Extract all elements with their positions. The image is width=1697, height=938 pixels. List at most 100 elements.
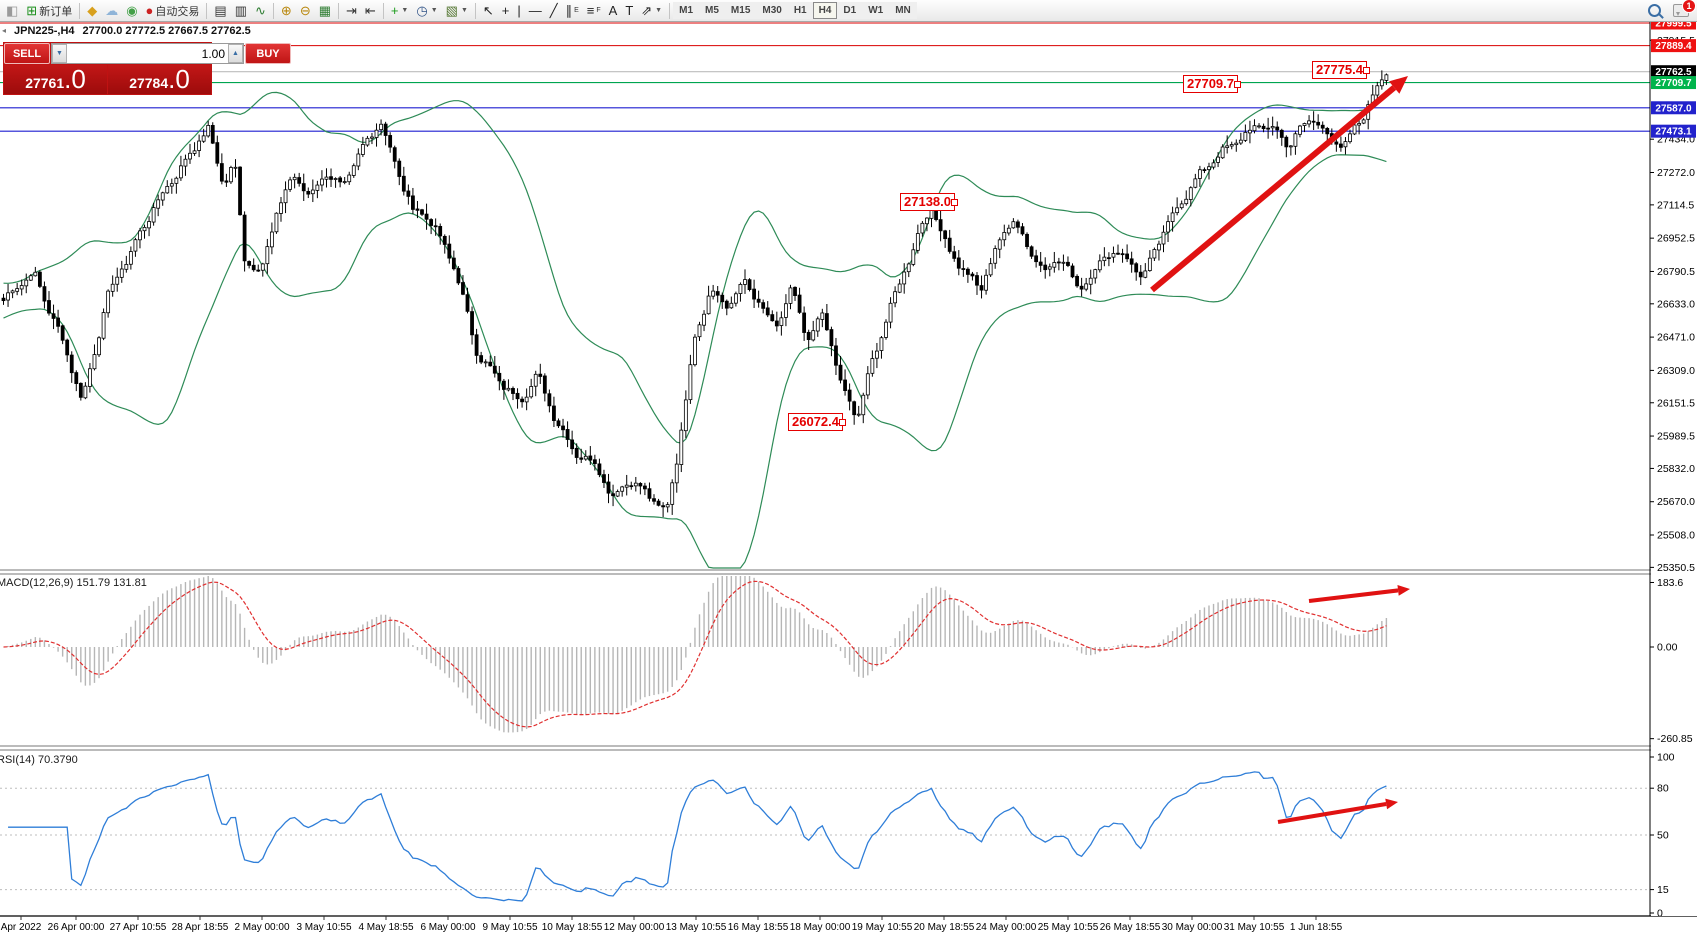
time-label: 19 May 10:55 bbox=[852, 922, 913, 933]
indicators-button[interactable]: + ▼ bbox=[387, 2, 413, 19]
chevron-down-icon: ▼ bbox=[460, 7, 468, 14]
notifications-icon[interactable]: 1 bbox=[1673, 0, 1695, 17]
candles-layer[interactable] bbox=[1, 70, 1389, 518]
trend-arrows-layer[interactable] bbox=[1150, 76, 1410, 824]
time-label: 10 May 18:55 bbox=[542, 922, 603, 933]
chart-shift-icon[interactable]: ⇤ bbox=[361, 2, 380, 19]
horizontal-line-icon[interactable]: — bbox=[525, 2, 546, 19]
price-badge-label: 27889.4 bbox=[1655, 41, 1692, 52]
cloud-icon[interactable]: ☁ bbox=[101, 2, 122, 19]
signal-icon[interactable]: ◉ bbox=[122, 2, 141, 19]
zoom-in-icon: ⊕ bbox=[280, 3, 292, 18]
time-label: 31 May 10:55 bbox=[1224, 922, 1285, 933]
one-click-trading-panel: SELL ▼ ▲ BUY 27761.0 27784.0 bbox=[3, 42, 291, 95]
autotrading-button: ● bbox=[145, 3, 154, 18]
volume-input[interactable] bbox=[67, 44, 228, 63]
zoom-out-icon[interactable]: ⊖ bbox=[296, 2, 315, 19]
templates-button[interactable]: ▧ ▼ bbox=[442, 2, 472, 19]
volume-increase-button[interactable]: ▲ bbox=[228, 44, 243, 63]
cloud-icon: ☁ bbox=[105, 3, 119, 18]
line-chart-icon[interactable]: ∿ bbox=[251, 2, 270, 19]
timeframe-w1[interactable]: W1 bbox=[862, 2, 890, 19]
chevron-down-icon: ▼ bbox=[430, 7, 438, 14]
time-label: 4 May 18:55 bbox=[358, 922, 413, 933]
search-icon[interactable] bbox=[1648, 4, 1661, 17]
trend-arrow[interactable] bbox=[1277, 801, 1387, 824]
trendline-icon[interactable]: ╱ bbox=[546, 2, 562, 19]
cursor-icon: ↖ bbox=[482, 3, 494, 18]
buy-price-display[interactable]: 27784.0 bbox=[108, 65, 211, 94]
zoom-in-icon[interactable]: ⊕ bbox=[277, 2, 296, 19]
autotrading-button[interactable]: ● 自动交易 bbox=[142, 1, 204, 21]
time-label: 20 May 18:55 bbox=[914, 922, 975, 933]
one-click-collapse-arrow[interactable]: ◂ bbox=[2, 26, 7, 35]
toolbar-separator bbox=[338, 2, 340, 19]
price-tick-label: 25832.0 bbox=[1657, 463, 1695, 475]
timeframe-h4[interactable]: H4 bbox=[812, 2, 838, 19]
rsi-tick-label: 100 bbox=[1657, 752, 1675, 764]
crosshair-icon[interactable]: + bbox=[498, 2, 514, 19]
toolbar-separator bbox=[272, 2, 274, 19]
timeframe-m30[interactable]: M30 bbox=[756, 2, 788, 19]
sell-button[interactable]: SELL bbox=[4, 43, 50, 64]
time-label: 28 Apr 18:55 bbox=[172, 922, 229, 933]
metaeditor-icon[interactable]: ◆ bbox=[83, 2, 101, 19]
bar-chart-icon[interactable]: ▤ bbox=[210, 2, 230, 19]
vertical-line-icon: | bbox=[517, 3, 521, 18]
price-tick-label: 26633.0 bbox=[1657, 298, 1695, 310]
candlestick-chart-icon: ▥ bbox=[234, 3, 247, 18]
timeframe-d1[interactable]: D1 bbox=[837, 2, 863, 19]
text-icon: A bbox=[608, 3, 618, 18]
time-label: 2 May 00:00 bbox=[234, 922, 289, 933]
time-label: 16 May 18:55 bbox=[728, 922, 789, 933]
volume-decrease-button[interactable]: ▼ bbox=[52, 44, 67, 63]
trend-arrow[interactable] bbox=[1150, 85, 1397, 293]
rsi-indicator-label: RSI(14) 70.3790 bbox=[0, 754, 78, 766]
equidistant-channel-icon[interactable]: ∥ E bbox=[565, 3, 579, 18]
price-annotation[interactable]: 27709.7 bbox=[1183, 75, 1241, 93]
price-annotation[interactable]: 27775.4 bbox=[1312, 61, 1370, 79]
volume-stepper: ▼ ▲ bbox=[51, 43, 244, 64]
timeframe-m5[interactable]: M5 bbox=[699, 2, 725, 19]
price-tick-label: 27114.5 bbox=[1657, 199, 1694, 211]
macd-tick-label: 0.00 bbox=[1657, 642, 1678, 654]
timeframe-m1[interactable]: M1 bbox=[673, 2, 700, 19]
text-label-icon[interactable]: T bbox=[621, 2, 637, 19]
price-annotation[interactable]: 26072.4 bbox=[788, 413, 846, 431]
buy-button[interactable]: BUY bbox=[245, 43, 291, 64]
arrows-icon[interactable]: ⇗ ▼ bbox=[637, 2, 666, 19]
price-badge-label: 27587.0 bbox=[1655, 103, 1692, 114]
timeframe-h1[interactable]: H1 bbox=[787, 2, 813, 19]
periods-button[interactable]: ◷ ▼ bbox=[412, 2, 441, 19]
symbol-period-label: JPN225-,H4 bbox=[14, 25, 75, 37]
equidistant-channel-icon: ∥ bbox=[565, 3, 573, 18]
fibonacci-icon[interactable]: ≡ F bbox=[586, 3, 601, 18]
candlestick-chart-icon[interactable]: ▥ bbox=[231, 2, 251, 19]
sell-price-display[interactable]: 27761.0 bbox=[4, 65, 107, 94]
time-label: 6 May 00:00 bbox=[420, 922, 475, 933]
trend-arrow[interactable] bbox=[1308, 588, 1399, 603]
time-label: 1 Jun 18:55 bbox=[1290, 922, 1343, 933]
new-order-button[interactable]: ⊞ 新订单 bbox=[22, 1, 76, 21]
text-icon[interactable]: A bbox=[605, 2, 622, 19]
price-badge-label: 27999.5 bbox=[1655, 19, 1692, 30]
tile-windows-icon[interactable]: ▦ bbox=[315, 2, 335, 19]
time-label: 18 May 00:00 bbox=[790, 922, 851, 933]
vertical-line-icon[interactable]: | bbox=[513, 2, 524, 19]
price-badge-label: 27473.1 bbox=[1655, 127, 1692, 138]
auto-scroll-icon[interactable]: ⇥ bbox=[342, 2, 361, 19]
timeframe-m15[interactable]: M15 bbox=[724, 2, 757, 19]
time-label: Apr 2022 bbox=[1, 922, 42, 933]
chevron-down-icon: ▼ bbox=[401, 7, 409, 14]
new-order-button: ⊞ bbox=[26, 3, 38, 18]
tile-windows-icon: ▦ bbox=[318, 3, 332, 18]
partial-icon[interactable]: ◧ bbox=[2, 2, 22, 19]
time-label: 26 May 18:55 bbox=[1100, 922, 1161, 933]
auto-scroll-icon: ⇥ bbox=[346, 3, 357, 18]
price-annotation[interactable]: 27138.0 bbox=[900, 193, 958, 211]
timeframe-mn[interactable]: MN bbox=[889, 2, 917, 19]
cursor-icon[interactable]: ↖ bbox=[479, 2, 498, 19]
indicator-panes-layer bbox=[0, 576, 1650, 902]
bands-layer bbox=[3, 90, 1387, 569]
